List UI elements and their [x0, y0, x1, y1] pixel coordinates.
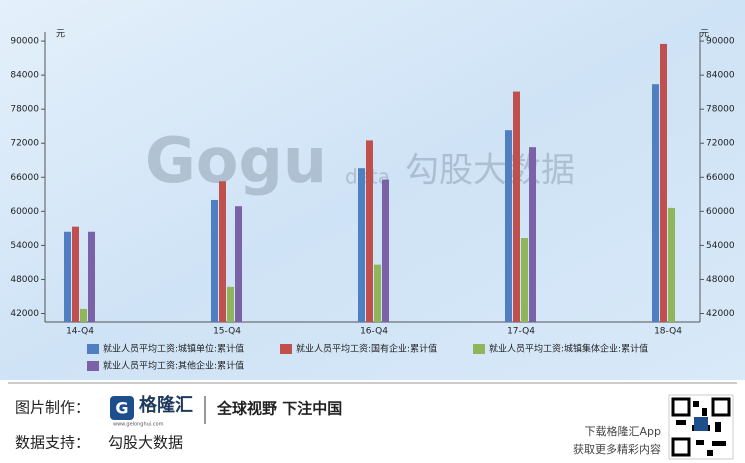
legend-label: 就业人员平均工资:国有企业:累计值: [296, 343, 437, 355]
qr-code: [668, 394, 734, 460]
bar: [521, 238, 528, 322]
y2-unit: 元: [700, 30, 709, 40]
bar: [227, 286, 234, 322]
legend-swatch: [87, 344, 99, 354]
logo-url: www.gelonghui.com: [113, 422, 164, 428]
watermark-brand: Gogu: [145, 124, 327, 197]
bar: [88, 231, 95, 322]
slogan: 全球视野 下注中国: [216, 400, 342, 418]
bar: [668, 207, 675, 322]
app-line1: 下载格隆汇App: [585, 424, 662, 438]
data-label: 数据支持：: [15, 434, 90, 452]
y-tick-label: 48000: [10, 275, 39, 285]
y2-tick-label: 48000: [706, 275, 735, 285]
x-tick-label: 14-Q4: [66, 327, 94, 337]
bar: [505, 130, 512, 322]
legend-swatch: [87, 361, 99, 371]
bar: [529, 147, 536, 322]
bar: [382, 179, 389, 322]
legend-swatch: [280, 344, 292, 354]
y2-tick-label: 72000: [706, 139, 735, 149]
y-tick-label: 78000: [10, 105, 39, 115]
y-tick-label: 90000: [10, 37, 39, 47]
logo-letter: G: [115, 399, 128, 418]
bar: [80, 308, 87, 322]
y2-tick-label: 54000: [706, 241, 735, 251]
y2-tick-label: 66000: [706, 173, 735, 183]
data-source: 勾股大数据: [108, 434, 183, 452]
footer-bg: [0, 380, 745, 463]
bar: [374, 264, 381, 322]
bar: [660, 43, 667, 322]
legend-label: 就业人员平均工资:城镇单位:累计值: [103, 343, 244, 355]
x-tick-label: 16-Q4: [360, 327, 388, 337]
y-tick-label: 54000: [10, 241, 39, 251]
y-tick-label: 72000: [10, 139, 39, 149]
app-line2: 获取更多精彩内容: [573, 442, 661, 456]
y2-tick-label: 90000: [706, 37, 735, 47]
bar: [235, 206, 242, 322]
bar: [211, 199, 218, 322]
y2-tick-label: 78000: [706, 105, 735, 115]
made-by-label: 图片制作：: [15, 399, 90, 417]
bar: [64, 231, 71, 322]
watermark-name: 勾股大数据: [405, 151, 575, 191]
bar: [652, 84, 659, 322]
y2-tick-label: 42000: [706, 309, 735, 319]
x-tick-label: 18-Q4: [654, 327, 682, 337]
y-tick-label: 66000: [10, 173, 39, 183]
y-unit: 元: [56, 30, 65, 40]
bar: [366, 140, 373, 322]
legend-label: 就业人员平均工资:其他企业:累计值: [103, 360, 244, 372]
bar: [358, 168, 365, 322]
y-tick-label: 60000: [10, 207, 39, 217]
logo-name: 格隆汇: [139, 394, 193, 416]
footer: 图片制作： G 格隆汇 www.gelonghui.com 全球视野 下注中国 …: [15, 394, 734, 460]
x-tick-label: 17-Q4: [507, 327, 535, 337]
y-tick-label: 84000: [10, 71, 39, 81]
y2-tick-label: 84000: [706, 71, 735, 81]
bar: [219, 181, 226, 322]
y2-tick-label: 60000: [706, 207, 735, 217]
legend-label: 就业人员平均工资:城镇集体企业:累计值: [489, 343, 648, 355]
legend-swatch: [473, 344, 485, 354]
logo-icon: [110, 396, 134, 420]
bar: [513, 91, 520, 322]
bar: [72, 226, 79, 322]
y-tick-label: 42000: [10, 309, 39, 319]
x-tick-label: 15-Q4: [213, 327, 241, 337]
